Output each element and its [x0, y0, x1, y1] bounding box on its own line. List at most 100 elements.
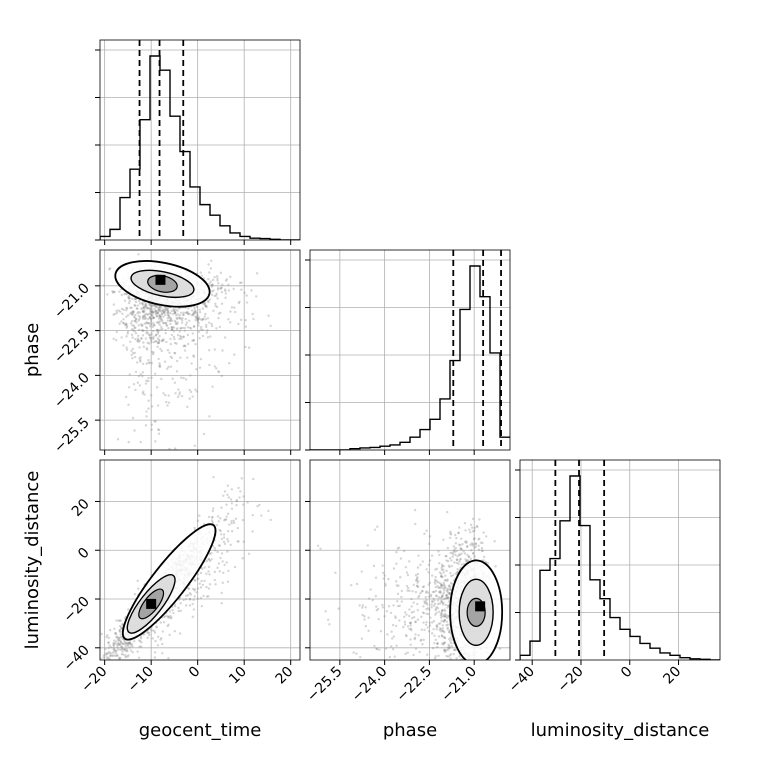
sample-point	[147, 361, 150, 364]
sample-point	[468, 528, 471, 531]
sample-point	[244, 345, 247, 349]
sample-point	[205, 595, 209, 598]
sample-point	[209, 559, 212, 563]
sample-point	[138, 302, 142, 305]
sample-point	[219, 556, 222, 560]
sample-point	[414, 574, 418, 577]
sample-point	[169, 318, 173, 321]
sample-point	[160, 306, 163, 309]
sample-point	[430, 554, 434, 557]
sample-point	[124, 647, 127, 651]
ylabel-phase: phase	[22, 323, 43, 377]
sample-point	[444, 615, 447, 618]
sample-point	[156, 337, 160, 340]
sample-point	[443, 641, 447, 644]
sample-point	[173, 311, 177, 314]
sample-point	[448, 592, 451, 595]
sample-point	[228, 321, 232, 324]
sample-point	[227, 289, 231, 292]
sample-point	[422, 611, 426, 615]
sample-point	[245, 301, 249, 304]
panel-luminosity_distance-hist: −40 −20 0 20	[506, 459, 721, 696]
sample-point	[196, 315, 199, 319]
sample-point	[168, 610, 172, 613]
sample-point	[435, 579, 438, 582]
sample-point	[456, 570, 459, 574]
sample-point	[120, 645, 124, 649]
sample-point	[117, 639, 121, 642]
sample-point	[121, 642, 125, 646]
sample-point	[217, 562, 221, 565]
sample-point	[123, 642, 126, 646]
sample-point	[250, 289, 253, 292]
sample-point	[439, 616, 443, 619]
sample-point	[160, 315, 163, 318]
sample-point	[216, 566, 219, 570]
sample-point	[449, 574, 453, 578]
sample-point	[147, 322, 150, 325]
sample-point	[173, 447, 177, 450]
sample-point	[442, 568, 445, 572]
sample-point	[458, 655, 461, 658]
sample-point	[213, 348, 216, 351]
sample-point	[129, 340, 132, 343]
sample-point	[161, 309, 164, 312]
sample-point	[188, 319, 191, 322]
sample-point	[123, 292, 126, 296]
sample-point	[419, 639, 423, 642]
sample-point	[190, 309, 194, 312]
sample-point	[227, 283, 230, 287]
sample-point	[233, 310, 237, 314]
sample-point	[157, 428, 161, 432]
sample-point	[216, 515, 220, 518]
sample-point	[160, 636, 163, 640]
sample-point	[184, 598, 188, 601]
sample-point	[467, 555, 470, 558]
sample-point	[223, 336, 227, 339]
sample-point	[155, 314, 158, 317]
sample-point	[160, 318, 163, 321]
sample-point	[441, 584, 444, 587]
sample-point	[141, 315, 145, 318]
sample-point	[456, 568, 459, 571]
sample-point	[167, 365, 170, 369]
y-tick-label: 20	[69, 496, 93, 520]
sample-point	[207, 277, 210, 281]
sample-point	[211, 509, 215, 513]
sample-point	[373, 644, 376, 648]
sample-point	[428, 542, 431, 546]
sample-point	[106, 657, 109, 660]
sample-point	[153, 304, 157, 307]
sample-point	[187, 307, 190, 310]
sample-point	[449, 530, 452, 534]
sample-point	[403, 615, 406, 618]
sample-point	[184, 604, 188, 607]
sample-point	[116, 648, 120, 651]
sample-point	[208, 552, 212, 556]
sample-point	[131, 324, 134, 327]
sample-point	[112, 313, 115, 316]
sample-point	[446, 579, 449, 583]
sample-point	[138, 357, 141, 360]
sample-point	[158, 362, 161, 365]
sample-point	[142, 633, 146, 636]
sample-point	[134, 316, 137, 319]
sample-point	[179, 334, 182, 338]
sample-point	[166, 404, 169, 407]
sample-point	[409, 621, 412, 625]
sample-point	[449, 581, 453, 585]
sample-point	[242, 540, 246, 543]
sample-point	[438, 629, 442, 632]
sample-point	[410, 611, 414, 614]
sample-point	[166, 324, 169, 328]
sample-point	[431, 600, 434, 604]
sample-point	[186, 405, 189, 409]
sample-point	[193, 311, 196, 315]
sample-point	[220, 286, 223, 289]
sample-point	[396, 604, 400, 608]
sample-point	[144, 312, 148, 316]
sample-point	[364, 606, 367, 609]
sample-point	[158, 313, 161, 317]
sample-point	[406, 651, 409, 654]
sample-point	[452, 652, 455, 656]
